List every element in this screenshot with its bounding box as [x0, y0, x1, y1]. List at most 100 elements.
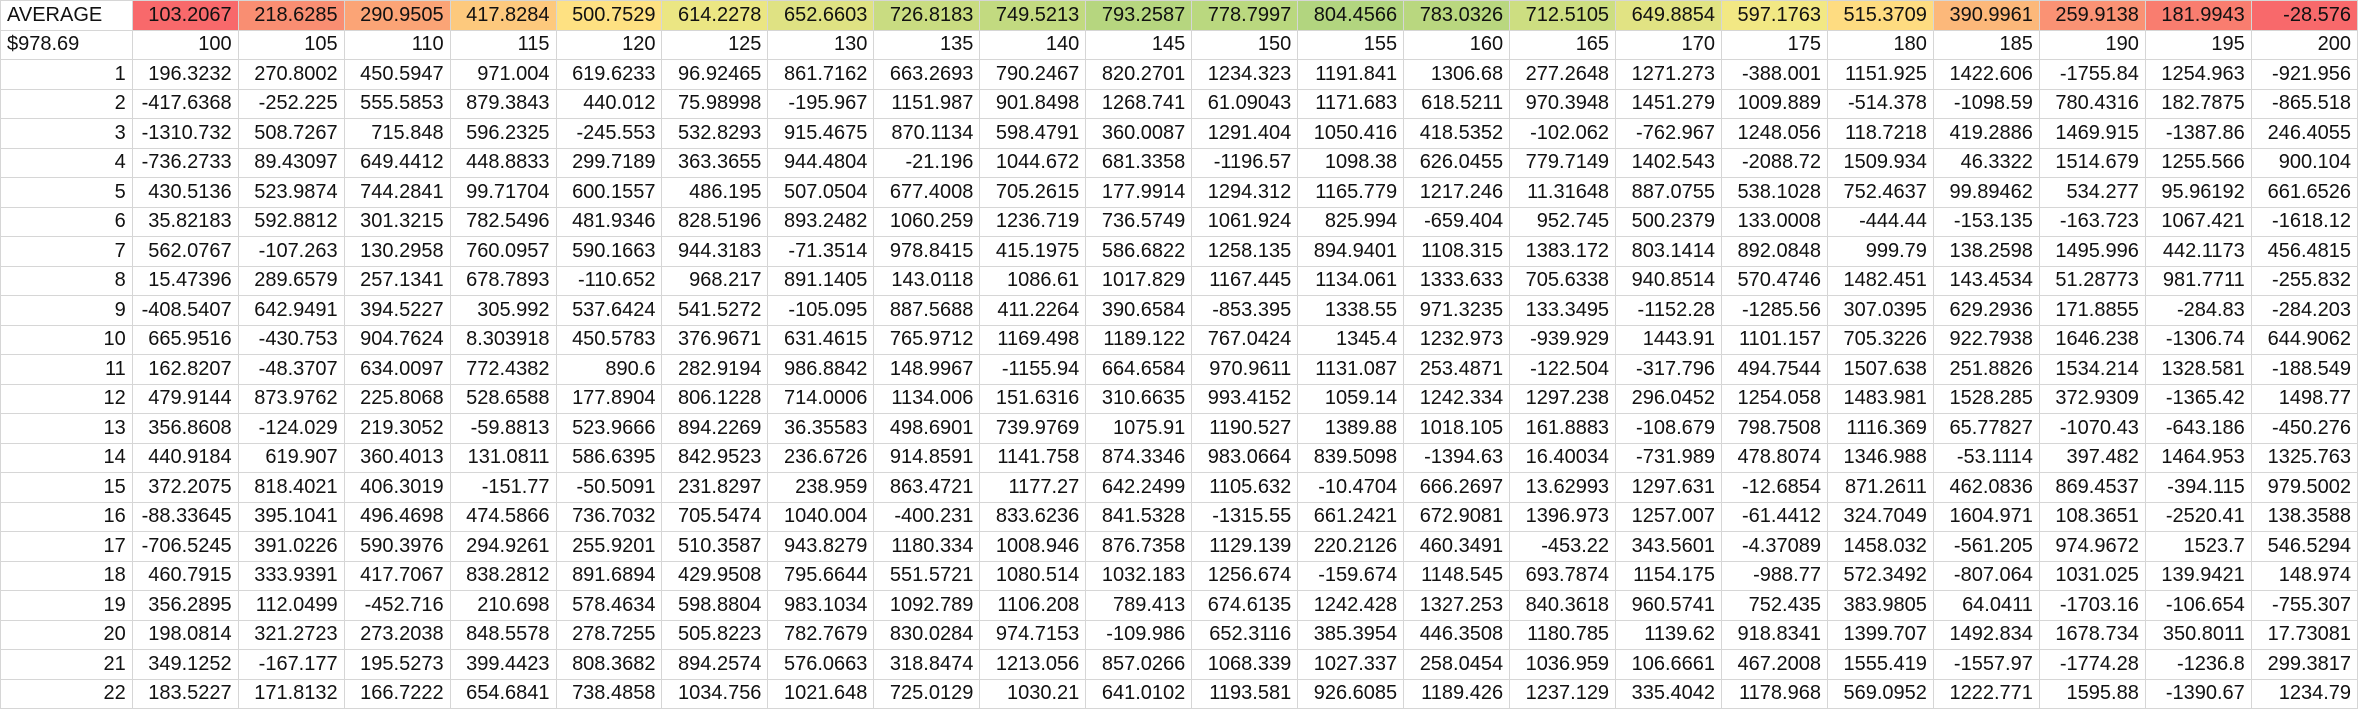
- cell[interactable]: 677.4008: [873, 177, 981, 208]
- cell[interactable]: 1232.973: [1403, 324, 1511, 355]
- cell[interactable]: 873.9762: [237, 383, 345, 414]
- cell[interactable]: -106.654: [2144, 590, 2252, 621]
- cell[interactable]: 537.6424: [555, 295, 663, 326]
- cell[interactable]: 1139.62: [1615, 619, 1723, 650]
- cell[interactable]: 738.4858: [555, 678, 663, 709]
- cell[interactable]: 395.1041: [237, 501, 345, 532]
- cell[interactable]: 619.907: [237, 442, 345, 473]
- cell[interactable]: 175: [1721, 29, 1828, 60]
- cell[interactable]: 131.0811: [449, 442, 557, 473]
- cell[interactable]: 11.31648: [1509, 177, 1617, 208]
- cell[interactable]: 795.6644: [767, 560, 875, 591]
- table-row-label[interactable]: 15: [0, 472, 133, 503]
- cell[interactable]: 450.5783: [555, 324, 663, 355]
- cell[interactable]: 999.79: [1826, 236, 1934, 267]
- cell[interactable]: -514.378: [1826, 88, 1934, 119]
- cell[interactable]: 1294.312: [1191, 177, 1299, 208]
- cell[interactable]: 1509.934: [1826, 147, 1934, 178]
- cell[interactable]: 555.5853: [343, 88, 451, 119]
- cell[interactable]: -2520.41: [2144, 501, 2252, 532]
- cell[interactable]: 151.6316: [979, 383, 1087, 414]
- cell[interactable]: 596.2325: [449, 118, 557, 149]
- cell[interactable]: 661.6526: [2250, 177, 2358, 208]
- cell[interactable]: -1774.28: [2038, 649, 2146, 680]
- cell[interactable]: 1402.543: [1615, 147, 1723, 178]
- cell[interactable]: 705.3226: [1826, 324, 1934, 355]
- table-row-label[interactable]: 5: [0, 177, 133, 208]
- cell[interactable]: 993.4152: [1191, 383, 1299, 414]
- cell[interactable]: -1755.84: [2038, 59, 2146, 90]
- cell[interactable]: 705.6338: [1509, 265, 1617, 296]
- cell[interactable]: 876.7358: [1085, 531, 1193, 562]
- cell[interactable]: 1171.683: [1297, 88, 1405, 119]
- cell[interactable]: -736.2733: [131, 147, 239, 178]
- cell[interactable]: 299.3817: [2250, 649, 2358, 680]
- cell[interactable]: 1030.21: [979, 678, 1087, 709]
- cell[interactable]: 183.5227: [131, 678, 239, 709]
- cell[interactable]: 634.0097: [343, 354, 451, 385]
- cell[interactable]: 551.5721: [873, 560, 981, 591]
- cell[interactable]: -1306.74: [2144, 324, 2252, 355]
- cell[interactable]: 1555.419: [1826, 649, 1934, 680]
- cell[interactable]: -50.5091: [555, 472, 663, 503]
- cell[interactable]: 120: [555, 29, 663, 60]
- cell[interactable]: 99.89462: [1932, 177, 2040, 208]
- cell[interactable]: 360.4013: [343, 442, 451, 473]
- cell[interactable]: 1018.105: [1403, 413, 1511, 444]
- cell[interactable]: 95.96192: [2144, 177, 2252, 208]
- cell[interactable]: 803.1414: [1615, 236, 1723, 267]
- cell[interactable]: 1327.253: [1403, 590, 1511, 621]
- cell[interactable]: 1469.915: [2038, 118, 2146, 149]
- cell[interactable]: 1237.129: [1509, 678, 1617, 709]
- cell[interactable]: 225.8068: [343, 383, 451, 414]
- cell[interactable]: 195: [2144, 29, 2252, 60]
- cell[interactable]: 143.4534: [1932, 265, 2040, 296]
- cell[interactable]: 790.2467: [979, 59, 1087, 90]
- cell[interactable]: 654.6841: [449, 678, 557, 709]
- cell[interactable]: -1390.67: [2144, 678, 2252, 709]
- cell[interactable]: 376.9671: [661, 324, 769, 355]
- cell[interactable]: 592.8812: [237, 206, 345, 237]
- table-row-label[interactable]: 2: [0, 88, 133, 119]
- cell[interactable]: 1328.581: [2144, 354, 2252, 385]
- cell[interactable]: 99.71704: [449, 177, 557, 208]
- cell[interactable]: 310.6635: [1085, 383, 1193, 414]
- cell[interactable]: 448.8833: [449, 147, 557, 178]
- cell[interactable]: -284.83: [2144, 295, 2252, 326]
- cell[interactable]: -10.4704: [1297, 472, 1405, 503]
- cell[interactable]: 874.3346: [1085, 442, 1193, 473]
- cell[interactable]: 1092.789: [873, 590, 981, 621]
- cell[interactable]: 841.5328: [1085, 501, 1193, 532]
- cell[interactable]: 830.0284: [873, 619, 981, 650]
- cell[interactable]: 324.7049: [1826, 501, 1934, 532]
- cell[interactable]: 51.28773: [2038, 265, 2146, 296]
- cell[interactable]: 1017.829: [1085, 265, 1193, 296]
- cell[interactable]: 61.09043: [1191, 88, 1299, 119]
- cell[interactable]: 960.5741: [1615, 590, 1723, 621]
- cell[interactable]: -255.832: [2250, 265, 2358, 296]
- table-row-label[interactable]: 21: [0, 649, 133, 680]
- cell[interactable]: 1254.963: [2144, 59, 2252, 90]
- cell[interactable]: 1291.404: [1191, 118, 1299, 149]
- cell[interactable]: -807.064: [1932, 560, 2040, 591]
- cell[interactable]: 1034.756: [661, 678, 769, 709]
- cell[interactable]: 971.3235: [1403, 295, 1511, 326]
- cell[interactable]: 891.6894: [555, 560, 663, 591]
- cell[interactable]: 1234.323: [1191, 59, 1299, 90]
- cell[interactable]: 1495.996: [2038, 236, 2146, 267]
- cell[interactable]: 182.7875: [2144, 88, 2252, 119]
- cell[interactable]: 363.3655: [661, 147, 769, 178]
- cell[interactable]: 1151.987: [873, 88, 981, 119]
- table-row-label[interactable]: 22: [0, 678, 133, 709]
- cell[interactable]: -12.6854: [1721, 472, 1828, 503]
- cell[interactable]: 440.9184: [131, 442, 239, 473]
- cell[interactable]: 767.0424: [1191, 324, 1299, 355]
- cell[interactable]: 105: [237, 29, 345, 60]
- cell[interactable]: 64.0411: [1932, 590, 2040, 621]
- cell[interactable]: 869.4537: [2038, 472, 2146, 503]
- cell[interactable]: 1222.771: [1932, 678, 2040, 709]
- cell[interactable]: 808.3682: [555, 649, 663, 680]
- cell[interactable]: 590.3976: [343, 531, 451, 562]
- cell[interactable]: 887.0755: [1615, 177, 1723, 208]
- cell[interactable]: 1507.638: [1826, 354, 1934, 385]
